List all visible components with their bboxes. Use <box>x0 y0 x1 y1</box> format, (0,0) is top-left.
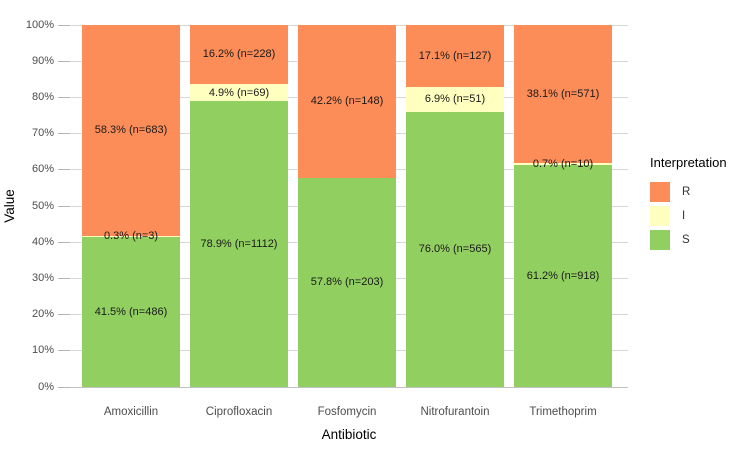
bar-nitrofurantoin <box>406 25 504 387</box>
segment-label: 0.3% (n=3) <box>103 230 159 243</box>
legend-item-r: R <box>650 182 727 202</box>
legend-title: Interpretation <box>650 155 727 170</box>
y-tick-mark <box>58 314 70 316</box>
segment-r <box>82 25 180 236</box>
segment-s <box>190 101 288 387</box>
x-axis-baseline <box>70 386 628 388</box>
legend-item-i: I <box>650 206 727 226</box>
plot-panel: 41.5% (n=486) 0.3% (n=3) 58.3% (n=683) 78.9… <box>70 24 628 388</box>
y-tick-label: 10% <box>31 344 54 357</box>
y-tick-mark <box>58 24 70 26</box>
y-tick-mark <box>58 350 70 352</box>
segment-label: 17.1% (n=127) <box>418 49 492 62</box>
bar-ciprofloxacin <box>190 25 288 387</box>
y-tick-mark <box>58 60 70 62</box>
segment-label: 57.8% (n=203) <box>310 276 384 289</box>
y-tick-label: 50% <box>31 199 54 212</box>
segment-s <box>514 165 612 387</box>
segment-r <box>190 25 288 84</box>
x-axis-title: Antibiotic <box>321 427 377 442</box>
y-tick-label: 20% <box>31 308 54 321</box>
y-tick-mark <box>58 277 70 279</box>
segment-s <box>406 111 504 387</box>
bar-amoxicillin <box>82 25 180 387</box>
legend-swatch-i <box>650 206 670 226</box>
y-tick-mark <box>58 205 70 207</box>
y-tick-label: 30% <box>31 271 54 284</box>
y-gridline <box>70 24 628 26</box>
y-tick-label: 80% <box>31 90 54 103</box>
legend-item-s: S <box>650 230 727 250</box>
legend-label: R <box>682 186 691 198</box>
bar-fosfomycin <box>298 25 396 387</box>
legend-swatch-r <box>650 182 670 202</box>
segment-i <box>190 83 288 102</box>
segment-label: 4.9% (n=69) <box>208 86 270 99</box>
category-label: Amoxicillin <box>103 406 159 418</box>
y-tick-mark <box>58 169 70 171</box>
segment-label: 76.0% (n=565) <box>418 243 492 256</box>
segment-r <box>514 25 612 163</box>
segment-label: 38.1% (n=571) <box>526 87 600 100</box>
segment-s <box>82 236 180 387</box>
y-tick-mark <box>58 241 70 243</box>
segment-r <box>406 25 504 87</box>
segment-i <box>406 86 504 112</box>
legend-label: S <box>682 234 690 246</box>
y-tick-label: 40% <box>31 235 54 248</box>
segment-label: 16.2% (n=228) <box>202 48 276 61</box>
y-tick-label: 90% <box>31 54 54 67</box>
segment-i <box>514 162 612 166</box>
bar-trimethoprim <box>514 25 612 387</box>
segment-label: 61.2% (n=918) <box>526 270 600 283</box>
y-tick-label: 0% <box>38 380 54 393</box>
y-axis-title: Value <box>2 189 17 223</box>
category-label: Trimethoprim <box>529 406 597 418</box>
segment-label: 41.5% (n=486) <box>94 305 168 318</box>
y-tick-label: 100% <box>25 18 54 31</box>
y-tick-mark <box>58 96 70 98</box>
segment-r <box>298 25 396 178</box>
segment-label: 6.9% (n=51) <box>424 93 486 106</box>
segment-i <box>82 235 180 237</box>
y-tick-label: 70% <box>31 127 54 140</box>
legend-label: I <box>682 210 686 222</box>
segment-s <box>298 177 396 387</box>
y-tick-mark <box>58 133 70 135</box>
segment-label: 0.7% (n=10) <box>532 158 594 171</box>
segment-label: 78.9% (n=1112) <box>200 238 278 251</box>
segment-label: 58.3% (n=683) <box>94 124 168 137</box>
category-label: Fosfomycin <box>317 406 377 418</box>
y-tick-mark <box>58 386 70 388</box>
y-tick-label: 60% <box>31 163 54 176</box>
category-label: Nitrofurantoin <box>420 406 490 418</box>
legend-swatch-s <box>650 230 670 250</box>
segment-label: 42.2% (n=148) <box>310 95 384 108</box>
category-label: Ciprofloxacin <box>205 406 273 418</box>
